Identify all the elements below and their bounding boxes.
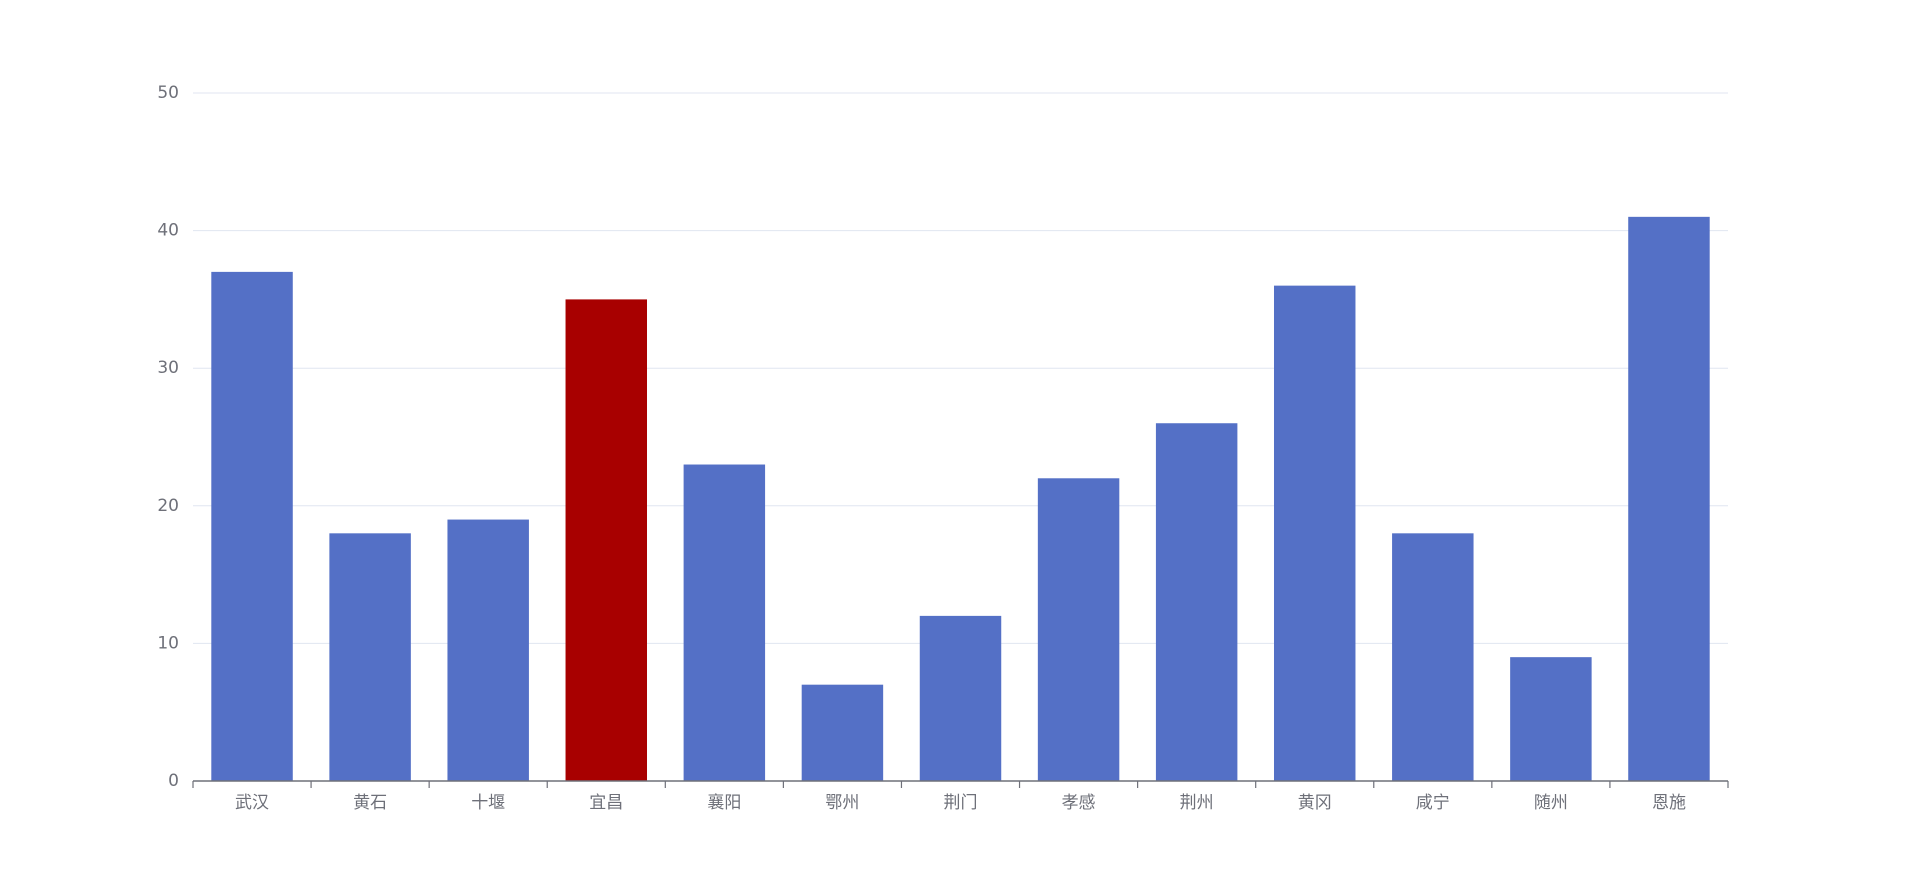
bar xyxy=(1155,423,1238,781)
x-tick-label: 恩施 xyxy=(1652,793,1686,813)
x-tick-label: 襄阳 xyxy=(707,792,741,813)
y-tick-label: 20 xyxy=(157,496,179,516)
x-tick-label: 武汉 xyxy=(235,793,269,813)
x-tick-label: 鄂州 xyxy=(825,793,859,813)
x-tick-label: 孝感 xyxy=(1062,793,1096,813)
y-tick-label: 10 xyxy=(157,633,179,653)
bar xyxy=(683,464,766,781)
bar xyxy=(801,684,884,781)
bar xyxy=(211,271,293,781)
x-tick-label: 黄石 xyxy=(353,793,387,813)
y-tick-label: 50 xyxy=(157,83,179,103)
x-tick-label: 荆州 xyxy=(1180,793,1214,813)
bar xyxy=(565,299,648,781)
x-tick-label: 咸宁 xyxy=(1416,793,1450,813)
bar xyxy=(447,519,529,781)
bar xyxy=(1628,216,1710,782)
bar xyxy=(1273,285,1356,781)
bar xyxy=(919,615,1002,781)
y-tick-label: 40 xyxy=(157,221,179,241)
x-tick-label: 黄冈 xyxy=(1298,793,1332,813)
x-tick-label: 宜昌 xyxy=(589,793,623,813)
bar xyxy=(329,533,411,781)
bar xyxy=(1037,478,1120,781)
y-tick-label: 30 xyxy=(157,358,179,378)
x-tick-label: 随州 xyxy=(1534,793,1568,813)
bar xyxy=(1510,657,1592,781)
bar xyxy=(1392,533,1474,781)
x-tick-label: 荆门 xyxy=(944,793,978,813)
x-tick-label: 十堰 xyxy=(471,793,505,813)
y-tick-label: 0 xyxy=(168,771,179,791)
